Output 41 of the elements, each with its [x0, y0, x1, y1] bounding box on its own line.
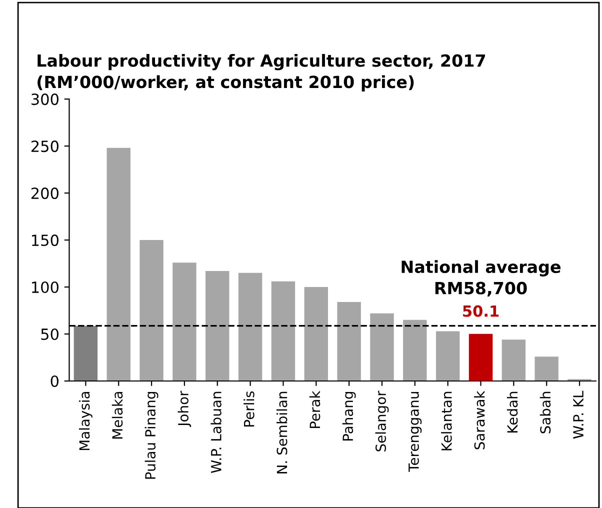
x-tick-label: Terengganu [408, 392, 422, 472]
x-tick-label: Kelantan [441, 392, 452, 450]
x-tick-label: W.P. Labuan [210, 392, 222, 474]
bar [337, 302, 361, 381]
x-tick-label: Pulau Pinang [144, 392, 158, 479]
bar [502, 340, 526, 381]
y-tick-label: 200 [31, 188, 58, 200]
x-tick-label: Johor [178, 390, 192, 428]
x-tick-label: Perak [309, 390, 320, 428]
bar [140, 240, 164, 381]
x-tick-label: Selangor [375, 390, 389, 452]
bar [370, 313, 394, 381]
x-tick-label: Kedah [506, 392, 518, 432]
y-tick-label: 150 [32, 234, 58, 246]
bar [534, 356, 558, 381]
bar [74, 326, 98, 381]
x-tick-label: Sarawak [474, 390, 485, 450]
bar [304, 287, 328, 381]
x-tick-label: Perlis [244, 391, 254, 426]
x-tick-label: W.P. KL [573, 390, 584, 439]
bar [468, 334, 493, 381]
x-tick-label: Pahang [342, 392, 356, 441]
bar [206, 271, 230, 381]
ref-line-label: National average RM58,700 [402, 260, 560, 297]
x-tick-label: Melaka [112, 392, 123, 439]
y-tick-label: 100 [32, 281, 58, 294]
bar [238, 272, 262, 381]
x-tick-label: Sabah [540, 392, 551, 434]
y-tick-label: 250 [31, 140, 58, 152]
bar [172, 262, 196, 381]
x-tick-label: Malaysia [78, 392, 92, 450]
bar [436, 331, 460, 381]
bar [271, 281, 296, 381]
data-label: 50.1 [463, 305, 499, 317]
chart-title: Labour productivity for Agriculture sector, 2017 (RM’000/worker, at constant 2010 price) [38, 54, 485, 92]
x-tick-label: N. Sembilan [276, 392, 288, 474]
bar [403, 320, 427, 381]
bar [106, 148, 130, 381]
y-tick-label: 50 [41, 328, 58, 340]
y-tick-label: 0 [50, 375, 58, 388]
y-tick-label: 300 [32, 94, 58, 106]
